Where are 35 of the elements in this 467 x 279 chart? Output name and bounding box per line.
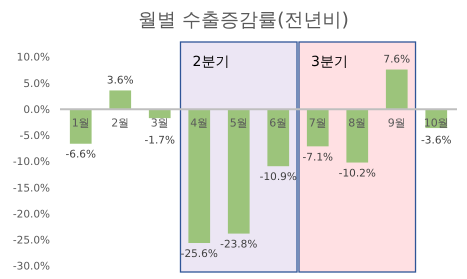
x-tick-label: 5월 — [230, 116, 248, 130]
band-label: 3분기 — [310, 54, 348, 70]
x-tick-label: 9월 — [388, 116, 406, 130]
data-label: -25.6% — [180, 248, 218, 260]
chart-title: 월별 수출증감률(전년비) — [138, 9, 349, 31]
x-tick-label: 1월 — [72, 116, 90, 130]
y-tick-label: -5.0% — [20, 130, 50, 142]
data-label: -10.2% — [338, 168, 376, 180]
data-label: -7.1% — [302, 151, 334, 164]
y-tick-label: -25.0% — [12, 234, 50, 247]
bar — [109, 90, 132, 110]
x-tick-label: 2월 — [111, 116, 130, 130]
bar — [188, 109, 210, 244]
y-tick-label: -15.0% — [12, 182, 50, 194]
bar — [228, 109, 250, 234]
y-tick-label: -10.0% — [12, 156, 50, 168]
x-tick-label: 6월 — [269, 116, 288, 130]
data-label: -10.9% — [260, 171, 297, 184]
y-tick-label: -20.0% — [12, 208, 50, 220]
y-tick-label: -30.0% — [12, 260, 50, 273]
y-tick-label: 10.0% — [16, 52, 50, 64]
band-label: 2분기 — [192, 54, 230, 70]
y-tick-label: 5.0% — [23, 78, 50, 90]
data-label: -3.6% — [421, 134, 452, 146]
bar — [386, 70, 408, 110]
x-tick-label: 3월 — [150, 116, 169, 130]
data-label: 3.6% — [106, 74, 134, 86]
data-label: 7.6% — [383, 54, 410, 66]
data-label: -6.6% — [66, 148, 96, 161]
x-tick-label: 8월 — [348, 116, 366, 130]
x-tick-label: 7월 — [308, 116, 327, 130]
y-tick-label: 0.0% — [23, 104, 50, 116]
x-tick-label: 4월 — [190, 116, 208, 130]
data-label: -1.7% — [144, 134, 175, 146]
data-label: -23.8% — [220, 238, 258, 251]
